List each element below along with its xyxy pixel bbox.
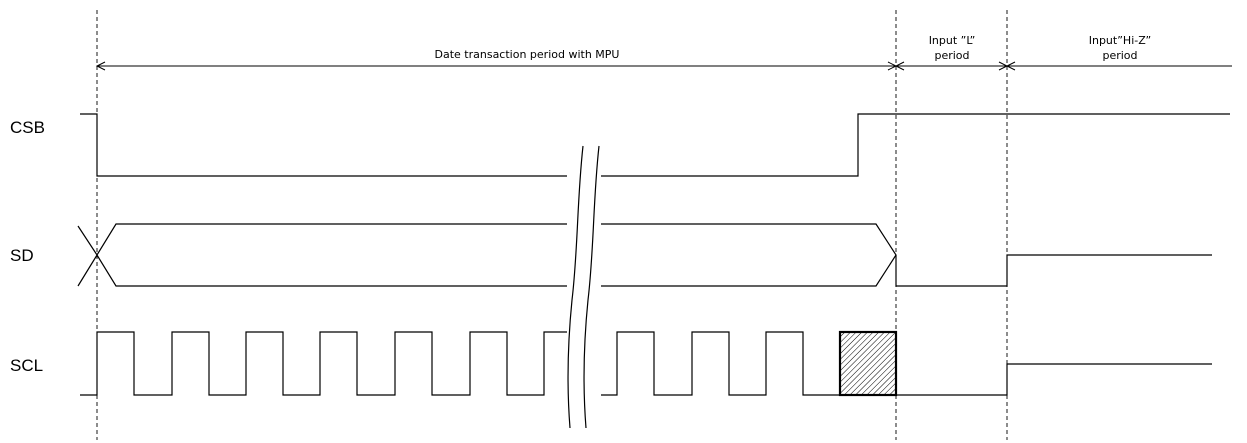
- input-l-period-label-line1: Input ”L”: [929, 34, 976, 47]
- signal-label-sd: SD: [10, 246, 34, 265]
- transaction-period-arrow: [95, 61, 898, 71]
- input-hiz-period-label-line2: period: [1102, 49, 1137, 62]
- input-hiz-period-label-line1: Input”Hi-Z”: [1089, 34, 1152, 47]
- csb-waveform: [80, 113, 1230, 177]
- sd-data-bus: [77, 223, 897, 287]
- scl-last-bit-hatched: [838, 330, 898, 397]
- signal-label-scl: SCL: [10, 356, 43, 375]
- time-break-symbol: [567, 145, 601, 429]
- input-l-period-label-line2: period: [934, 49, 969, 62]
- signal-label-csb: CSB: [10, 118, 45, 137]
- scl-waveform: [80, 331, 841, 396]
- sd-waveform-tail: [895, 254, 1212, 287]
- input-hiz-period-arrow: [1005, 61, 1232, 71]
- input-l-period-arrow: [894, 61, 1009, 71]
- scl-waveform-tail: [896, 363, 1212, 396]
- transaction-period-label: Date transaction period with MPU: [435, 48, 620, 61]
